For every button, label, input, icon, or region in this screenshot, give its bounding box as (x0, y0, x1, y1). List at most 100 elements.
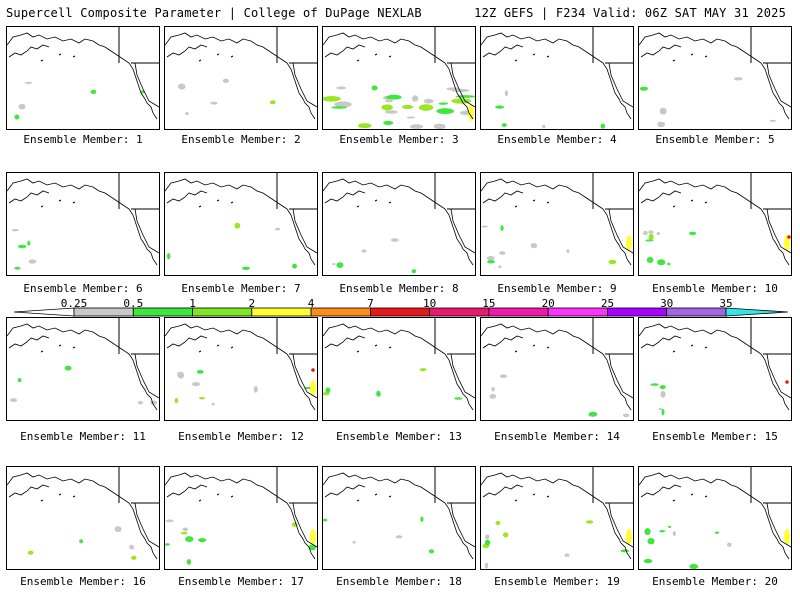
parameter-shading (27, 550, 34, 555)
parameter-shading (114, 526, 122, 533)
coastline-boundary (128, 502, 158, 560)
parameter-shading (530, 243, 538, 249)
coastline-boundary (72, 346, 76, 349)
ensemble-member-caption: Ensemble Member: 20 (652, 575, 778, 588)
colorbar-segment (369, 307, 431, 317)
ensemble-member-caption: Ensemble Member: 1 (23, 133, 143, 146)
map-svg (165, 27, 317, 120)
parameter-shading (620, 549, 630, 553)
parameter-shading (733, 77, 743, 81)
map-svg (323, 318, 475, 411)
ensemble-map-panel (638, 172, 792, 276)
parameter-shading (165, 519, 174, 523)
parameter-shading (672, 531, 676, 536)
ensemble-map-panel (6, 26, 160, 130)
parameter-shading-hotspot (310, 380, 316, 396)
ensemble-map-panel (164, 317, 318, 421)
parameter-shading (411, 269, 417, 274)
parameter-shading (14, 266, 21, 270)
coastline-boundary (292, 62, 317, 108)
map-svg (481, 27, 633, 129)
parameter-shading (196, 370, 204, 374)
map-svg (7, 173, 159, 270)
coastline-boundary (8, 190, 50, 204)
parameter-shading (17, 244, 27, 249)
parameter-shading (361, 249, 367, 253)
parameter-shading (358, 123, 372, 129)
coastline-boundary (672, 499, 676, 502)
parameter-shading (385, 99, 393, 103)
coastline-boundary (690, 344, 694, 347)
parameter-shading (222, 78, 229, 83)
parameter-shading (658, 408, 663, 410)
coastline-boundary (640, 190, 682, 204)
coastline-boundary (639, 32, 762, 64)
parameter-shading (308, 544, 316, 551)
parameter-shading (384, 110, 398, 114)
parameter-shading (659, 107, 667, 115)
map-svg (323, 27, 475, 129)
parameter-shading (10, 398, 18, 403)
coastline-boundary (639, 178, 762, 210)
parameter-shading (647, 538, 655, 545)
coastline-boundary (7, 32, 130, 64)
ensemble-map-panel (164, 172, 318, 276)
ensemble-member-caption: Ensemble Member: 5 (655, 133, 775, 146)
parameter-shading (234, 222, 241, 229)
parameter-shading (667, 262, 671, 266)
parameter-shading (499, 251, 506, 255)
coastline-boundary (532, 199, 536, 202)
parameter-shading (419, 368, 427, 372)
parameter-shading (484, 539, 491, 546)
parameter-shading (481, 225, 489, 228)
coastline-boundary (166, 484, 208, 498)
ensemble-member-caption: Ensemble Member: 18 (336, 575, 462, 588)
parameter-shading (645, 239, 654, 242)
parameter-shading (182, 527, 188, 532)
coastline-boundary (766, 208, 791, 254)
coastline-boundary (704, 201, 708, 204)
header: Supercell Composite Parameter | College … (0, 0, 800, 24)
colorbar-legend: 0.25 0.5 1 2 4 7 10 15 20 25 30 35 (14, 297, 788, 319)
parameter-shading (588, 411, 598, 417)
colorbar-tick-label: 20 (541, 297, 555, 310)
coastline-boundary (532, 53, 536, 56)
coastline-boundary (690, 493, 694, 496)
coastline-boundary (546, 495, 550, 498)
coastline-boundary (323, 178, 446, 210)
parameter-shading (727, 542, 732, 547)
coastline-boundary (532, 344, 536, 347)
parameter-shading (433, 123, 446, 129)
ensemble-member-caption: Ensemble Member: 6 (23, 282, 143, 295)
coastline-boundary (324, 190, 366, 204)
colorbar-segment (607, 307, 668, 317)
coastline-boundary (72, 55, 76, 58)
colorbar-tick-label: 0.5 (123, 297, 144, 310)
coastline-boundary (40, 350, 44, 353)
map-svg (7, 467, 159, 560)
valid-time-title: 12Z GEFS | F234 Valid: 06Z SAT MAY 31 20… (474, 6, 786, 20)
coastline-boundary (608, 208, 633, 254)
ensemble-member-caption: Ensemble Member: 11 (20, 430, 146, 443)
parameter-shading (332, 263, 336, 266)
coastline-boundary (166, 44, 208, 58)
coastline-boundary (672, 205, 676, 208)
parameter-shading-peak (787, 235, 791, 239)
colorbar-tick-label: 0.25 (60, 297, 88, 310)
ensemble-map-panel (480, 172, 634, 276)
parameter-shading (64, 365, 72, 371)
parameter-shading (150, 400, 157, 405)
ensemble-map-panel (6, 172, 160, 276)
parameter-shading (656, 232, 661, 235)
parameter-shading (28, 259, 37, 264)
parameter-shading (334, 101, 352, 108)
colorbar-tick-label: 35 (719, 297, 733, 310)
coastline-boundary (481, 32, 604, 64)
parameter-shading (491, 387, 495, 392)
parameter-shading (386, 94, 402, 100)
coastline-boundary (356, 499, 360, 502)
parameter-shading (336, 86, 346, 90)
parameter-shading (352, 540, 356, 544)
coastline-boundary (388, 495, 392, 498)
ensemble-map-panel (480, 466, 634, 570)
